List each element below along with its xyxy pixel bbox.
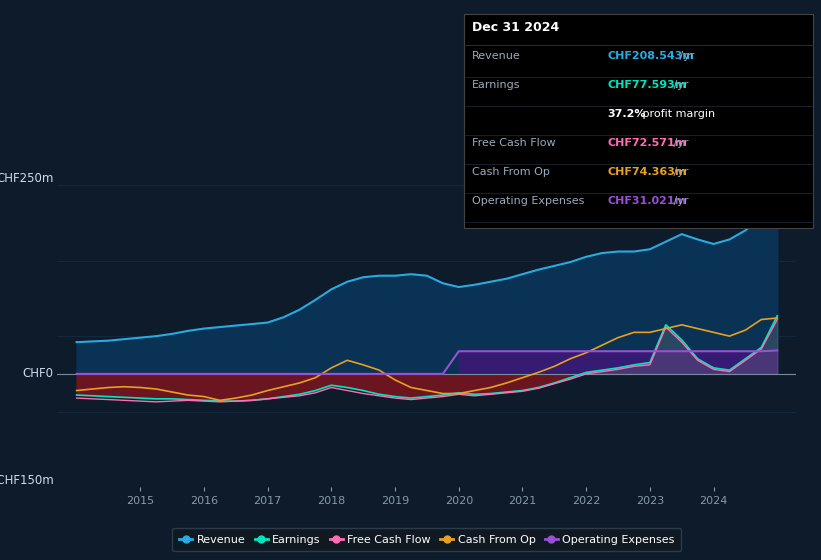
Text: Dec 31 2024: Dec 31 2024 bbox=[472, 21, 559, 34]
Text: 37.2%: 37.2% bbox=[608, 109, 646, 119]
Text: /yr: /yr bbox=[677, 50, 695, 60]
Text: Free Cash Flow: Free Cash Flow bbox=[472, 138, 556, 148]
Text: /yr: /yr bbox=[670, 196, 689, 206]
Text: CHF250m: CHF250m bbox=[0, 172, 54, 185]
Text: Operating Expenses: Operating Expenses bbox=[472, 196, 585, 206]
Text: CHF77.593m: CHF77.593m bbox=[608, 80, 687, 90]
Text: CHF0: CHF0 bbox=[23, 367, 54, 380]
Text: CHF208.543m: CHF208.543m bbox=[608, 50, 695, 60]
Text: profit margin: profit margin bbox=[639, 109, 715, 119]
Text: Cash From Op: Cash From Op bbox=[472, 167, 550, 177]
Text: /yr: /yr bbox=[670, 167, 689, 177]
Legend: Revenue, Earnings, Free Cash Flow, Cash From Op, Operating Expenses: Revenue, Earnings, Free Cash Flow, Cash … bbox=[172, 528, 681, 552]
Text: CHF31.021m: CHF31.021m bbox=[608, 196, 686, 206]
Text: CHF74.363m: CHF74.363m bbox=[608, 167, 687, 177]
Text: CHF72.571m: CHF72.571m bbox=[608, 138, 687, 148]
Text: Revenue: Revenue bbox=[472, 50, 521, 60]
Text: Earnings: Earnings bbox=[472, 80, 521, 90]
Text: /yr: /yr bbox=[670, 80, 689, 90]
Text: /yr: /yr bbox=[670, 138, 689, 148]
Text: -CHF150m: -CHF150m bbox=[0, 474, 54, 487]
